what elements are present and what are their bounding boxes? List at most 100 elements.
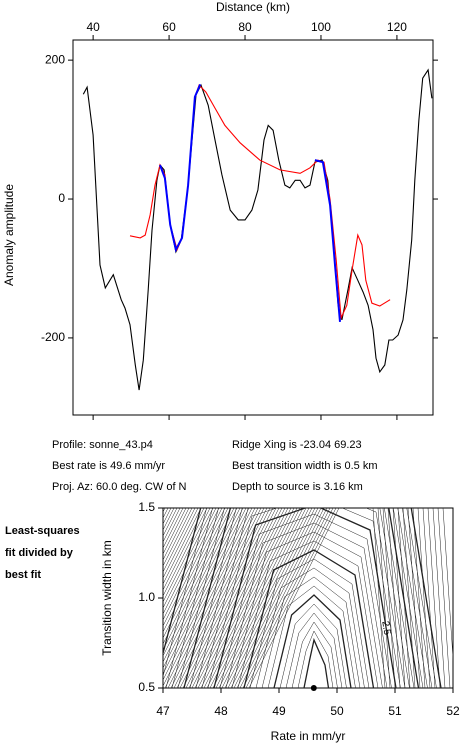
contour-line	[417, 508, 431, 688]
contour-line	[163, 508, 226, 633]
contour-line	[163, 508, 172, 525]
contour-line	[163, 508, 220, 621]
line-series	[159, 84, 341, 322]
contour-line	[163, 508, 211, 603]
contour-line	[163, 508, 187, 555]
x-axis-label: Rate in mm/yr	[271, 729, 346, 743]
contour-line	[163, 508, 442, 688]
side-note: fit divided by	[5, 547, 74, 559]
contour-line	[267, 585, 356, 688]
contour-line	[163, 508, 184, 549]
contour-line	[163, 508, 196, 573]
contour-line	[189, 508, 415, 688]
y-tick-label: 1.5	[138, 500, 155, 514]
y-tick-label: 0	[58, 191, 65, 205]
contour-line	[279, 603, 347, 688]
info-text: Depth to source is 3.16 km	[232, 481, 363, 493]
contour-line	[171, 508, 428, 688]
contour-line	[427, 508, 441, 688]
contour-line	[163, 508, 202, 585]
contour-line	[231, 531, 383, 688]
contour-line	[163, 508, 235, 651]
contour-line	[163, 508, 232, 645]
contour-line	[163, 508, 193, 567]
line-series	[129, 84, 391, 320]
contour-lines	[163, 508, 453, 688]
info-text: Best transition width is 0.5 km	[232, 460, 378, 472]
x-tick-label: 52	[446, 704, 460, 718]
y-tick-label: 0.5	[138, 680, 155, 694]
contour-line	[215, 508, 307, 688]
lines	[82, 68, 433, 391]
contour-line	[163, 508, 199, 579]
contour-line	[219, 513, 392, 688]
contour-line	[237, 540, 379, 688]
x-tick-label: 80	[238, 20, 252, 34]
contour-line	[163, 508, 190, 561]
x-tick-label: 49	[272, 704, 286, 718]
x-tick-label: 50	[330, 704, 344, 718]
contour-line	[291, 621, 338, 688]
y-tick-label: 1.0	[138, 590, 155, 604]
contour-line	[442, 508, 453, 662]
contour-line	[387, 508, 401, 688]
contour-line	[248, 508, 340, 688]
contour-line	[213, 508, 397, 688]
x-tick-label: 48	[214, 704, 228, 718]
x-tick-label: 120	[387, 20, 407, 34]
contour-line	[163, 508, 229, 639]
contour-line	[303, 637, 330, 688]
contour-line	[225, 522, 388, 688]
contour-line	[227, 508, 319, 688]
contour-line	[245, 508, 337, 688]
contour-line	[273, 594, 352, 688]
contour-line	[163, 508, 181, 543]
x-tick-label: 51	[388, 704, 402, 718]
info-text: Ridge Xing is -23.04 69.23	[232, 439, 362, 451]
contour-line	[412, 508, 426, 688]
x-tick-label: 60	[162, 20, 176, 34]
contour-line	[422, 508, 436, 688]
contour-line	[242, 508, 334, 688]
contour-line	[201, 508, 406, 688]
contour-line	[261, 576, 361, 688]
contour-line	[177, 508, 424, 688]
contour-line	[239, 508, 331, 688]
contour-line	[377, 508, 391, 688]
contour-line	[165, 508, 433, 688]
contour-line	[163, 508, 217, 615]
y-tick-label: -200	[41, 330, 65, 344]
y-tick-label: 200	[45, 52, 65, 66]
plot-frame	[72, 39, 434, 416]
contour-line	[285, 612, 343, 688]
contour-line	[163, 508, 208, 597]
x-tick-label: 47	[156, 704, 170, 718]
contour-line	[243, 549, 375, 688]
contour-line	[230, 508, 322, 688]
info-text: Proj. Az: 60.0 deg. CW of N	[52, 481, 187, 493]
contour-line	[163, 508, 437, 688]
contour-line	[218, 508, 310, 688]
x-tick-label: 40	[86, 20, 100, 34]
contour-line	[188, 508, 280, 688]
contour-line	[212, 508, 304, 688]
contour-line	[297, 630, 334, 688]
contour-line	[249, 558, 370, 688]
contour-line	[195, 508, 410, 688]
contour-line	[183, 508, 420, 688]
contour-line	[255, 567, 365, 688]
contour-label: 2.5	[379, 620, 392, 636]
line-series	[82, 68, 433, 391]
x-axis-label: Distance (km)	[216, 0, 290, 14]
info-text: Profile: sonne_43.p4	[52, 439, 153, 451]
contour-line	[207, 508, 401, 688]
y-axis-label: Transition width in km	[100, 540, 114, 656]
side-note: best fit	[5, 569, 41, 581]
contour-line	[432, 508, 446, 688]
contour-line	[194, 508, 286, 688]
contour-line	[437, 508, 451, 688]
info-text: Best rate is 49.6 mm/yr	[52, 460, 165, 472]
contour-line	[233, 508, 325, 688]
side-note: Least-squares	[5, 525, 80, 537]
